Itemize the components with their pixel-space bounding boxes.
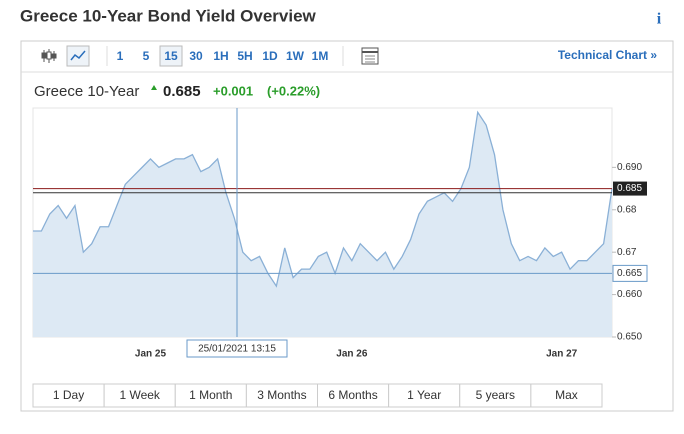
- crosshair-date: 25/01/2021 13:15: [198, 344, 276, 355]
- interval-button[interactable]: 15: [164, 49, 178, 63]
- interval-selected: [159, 45, 183, 67]
- y-tick-label: 0.67: [617, 247, 637, 258]
- area: [33, 112, 612, 337]
- range-button[interactable]: 1 Month: [189, 388, 232, 402]
- quote-change: +0.001: [213, 83, 253, 98]
- widget-frame: [20, 40, 674, 412]
- calendar-icon[interactable]: [361, 47, 379, 65]
- y-tick-label: 0.68: [617, 204, 637, 215]
- x-tick-label: Jan 27: [546, 349, 578, 360]
- range-button[interactable]: Max: [555, 388, 578, 402]
- crosshair-date-box: [186, 339, 288, 358]
- y-tick-label: 0.690: [617, 162, 642, 173]
- technical-chart-link[interactable]: Technical Chart »: [558, 48, 657, 62]
- range-button[interactable]: 6 Months: [328, 388, 377, 402]
- info-icon[interactable]: i: [657, 11, 662, 28]
- quote-price: 0.685: [163, 83, 201, 100]
- title: Greece 10-Year Bond Yield Overview: [20, 6, 317, 25]
- candle-icon[interactable]: [41, 49, 57, 63]
- range-button[interactable]: 1 Week: [119, 388, 160, 402]
- y-tick-label: 0.660: [617, 289, 642, 300]
- interval-button[interactable]: 30: [189, 49, 203, 63]
- range-button[interactable]: 3 Months: [257, 388, 306, 402]
- quote-name: Greece 10-Year: [34, 83, 139, 100]
- price-label-box: [613, 181, 647, 196]
- range-button[interactable]: 1 Day: [53, 388, 84, 402]
- range-button[interactable]: 1 Year: [407, 388, 441, 402]
- interval-button[interactable]: 1D: [262, 49, 278, 63]
- interval-button[interactable]: 1W: [286, 49, 305, 63]
- interval-button[interactable]: 1: [117, 49, 124, 63]
- y-tick-label: 0.650: [617, 332, 642, 343]
- range-button-box[interactable]: [530, 383, 603, 408]
- interval-button[interactable]: 5H: [237, 49, 252, 63]
- x-tick-label: Jan 26: [336, 349, 368, 360]
- price-label: 0.685: [617, 183, 642, 194]
- area-icon-box[interactable]: [66, 45, 90, 67]
- crosshair-value-box: [612, 264, 648, 282]
- x-tick-label: Jan 25: [135, 349, 167, 360]
- interval-button[interactable]: 1H: [213, 49, 228, 63]
- interval-button[interactable]: 5: [143, 49, 150, 63]
- up-arrow: [151, 85, 157, 90]
- line: [33, 110, 613, 288]
- range-button[interactable]: 5 years: [476, 388, 515, 402]
- crosshair-value: 0.665: [617, 268, 642, 279]
- interval-button[interactable]: 1M: [312, 49, 329, 63]
- quote-change-pct: (+0.22%): [267, 83, 320, 98]
- area-icon: [70, 50, 86, 61]
